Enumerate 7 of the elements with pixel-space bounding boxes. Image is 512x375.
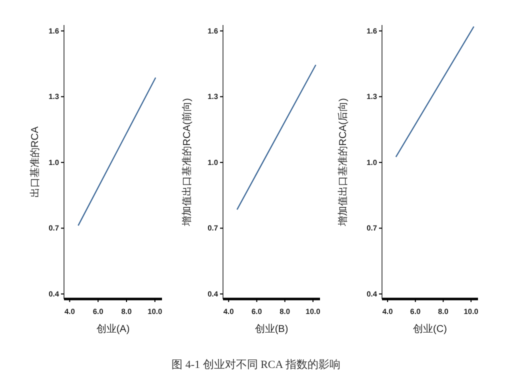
x-axis-title: 创业(C) — [413, 323, 447, 335]
y-axis-title: 增加值出口基准的RCA(前向) — [181, 98, 193, 227]
caption: 图 4-1 创业对不同 RCA 指数的影响 — [172, 358, 340, 371]
x-axis-title: 创业(A) — [96, 323, 130, 335]
y-axis-title: 增加值出口基准的RCA(后向) — [337, 98, 349, 227]
y-axis-title: 出口基准的RCA — [29, 126, 41, 198]
x-axis-title: 创业(B) — [254, 323, 288, 335]
